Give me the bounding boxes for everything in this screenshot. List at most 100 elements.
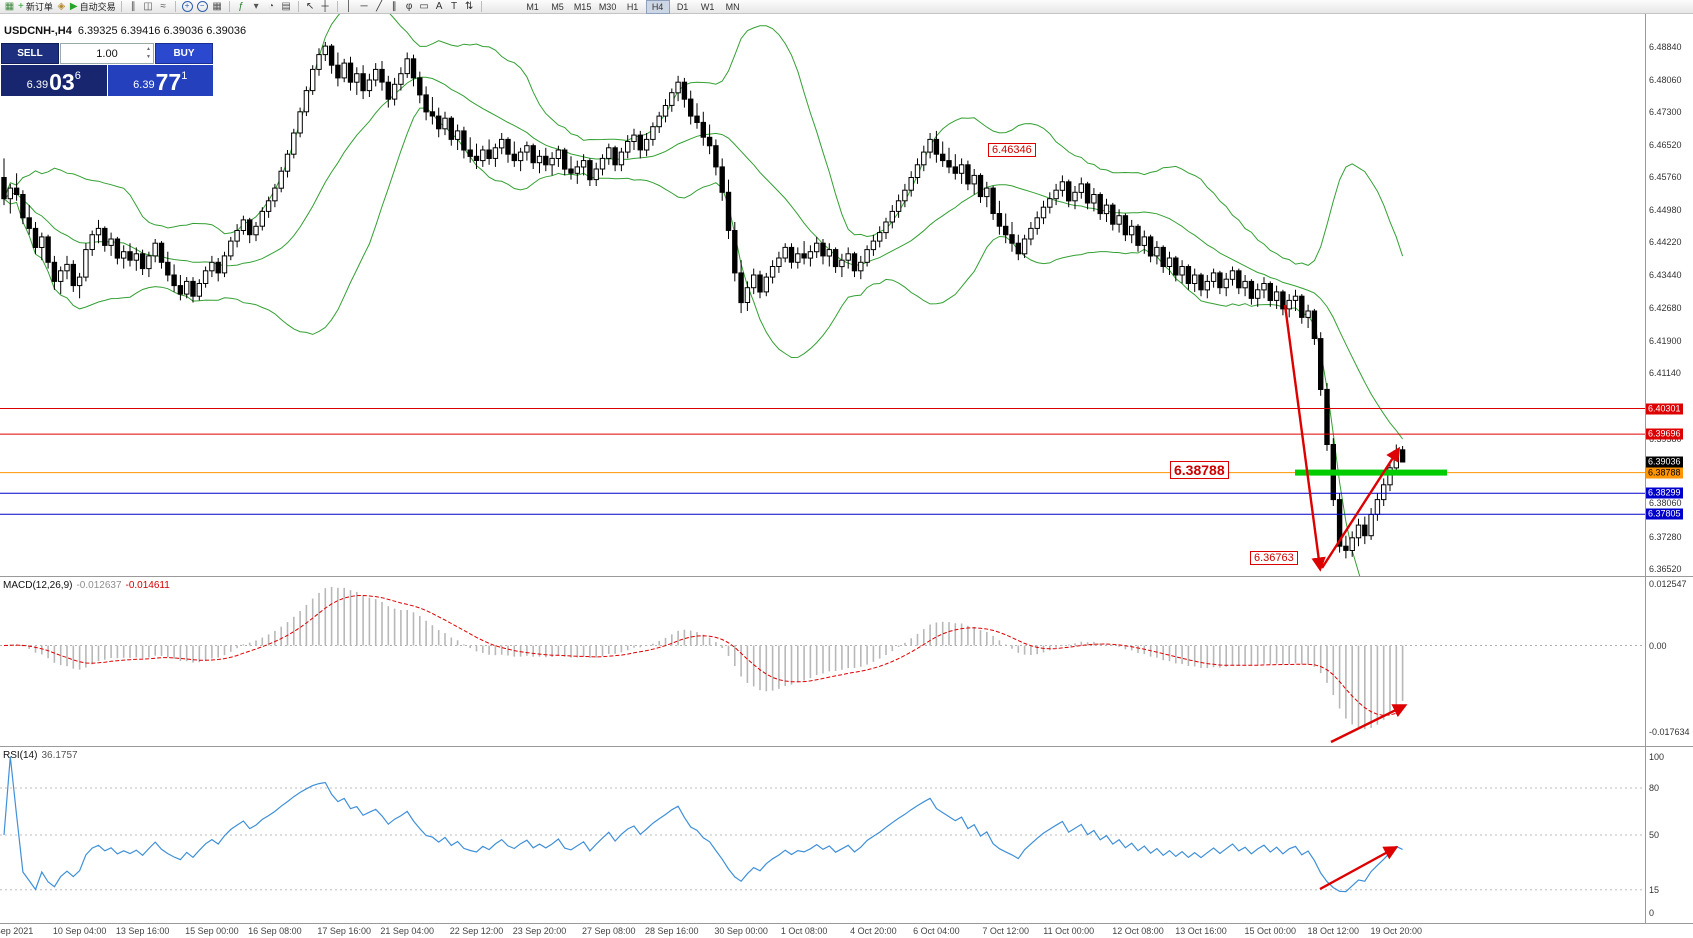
- bollinger-bands: [3, 14, 1404, 576]
- buy-price-prefix: 6.39: [133, 79, 155, 91]
- cursor-icon-glyph: ↖: [305, 0, 315, 12]
- vertical-line-icon-glyph: │: [345, 0, 353, 12]
- toolbar-separator: [297, 1, 299, 12]
- timeframe-m5-button[interactable]: M5: [551, 1, 564, 12]
- time-axis[interactable]: 8 Sep 2021 10 Sep 04:00 13 Sep 16:00 15 Sep…: [0, 924, 1693, 938]
- indicators-icon[interactable]: ƒ: [235, 1, 248, 13]
- crosshair-icon[interactable]: ┼: [319, 1, 332, 13]
- rsi-axis-label: 100: [1649, 751, 1665, 762]
- text-icon[interactable]: A: [433, 1, 446, 13]
- zoom-in-icon[interactable]: +: [181, 1, 194, 13]
- time-axis-label: 16 Sep 08:00: [248, 926, 302, 936]
- volume-field[interactable]: 1.00 ▲ ▼: [60, 43, 154, 64]
- horizontal-line-icon[interactable]: ─: [358, 1, 371, 13]
- candlestick-chart-icon-glyph: ◫: [143, 0, 153, 12]
- timeframe-m30-button[interactable]: M30: [598, 1, 617, 12]
- periods-icon-glyph: ◔: [268, 0, 275, 12]
- price-tick: 6.46520: [1649, 139, 1682, 150]
- bar-chart-icon[interactable]: ∥: [127, 1, 140, 13]
- arrows-icon[interactable]: ⇅: [463, 1, 476, 13]
- timeframe-w1-button[interactable]: W1: [700, 1, 715, 12]
- templates-icon-glyph: ▤: [281, 0, 291, 12]
- volume-stepper[interactable]: ▲ ▼: [146, 45, 151, 61]
- candlestick-chart-icon[interactable]: ◫: [142, 1, 155, 13]
- ohlc-values: 6.39325 6.39416 6.39036 6.39036: [77, 25, 247, 37]
- zoom-out-icon[interactable]: −: [196, 1, 209, 13]
- trendline-icon[interactable]: ╱: [373, 1, 386, 13]
- rsi-separator[interactable]: [0, 746, 1693, 747]
- tile-windows-icon-glyph: ▦: [212, 0, 222, 12]
- candlesticks: [1, 41, 1406, 559]
- price-tick: 6.43440: [1649, 270, 1682, 281]
- volume-decrease-icon[interactable]: ▼: [146, 54, 151, 60]
- price-tick: 6.37280: [1649, 531, 1682, 542]
- buy-price-display[interactable]: 6.39 77 1: [107, 65, 213, 96]
- new-chart-icon[interactable]: ▦: [3, 1, 16, 13]
- rsi-axis-label: 15: [1649, 884, 1660, 895]
- cursor-icon[interactable]: ↖: [304, 1, 317, 13]
- templates-icon[interactable]: ▤: [280, 1, 293, 13]
- price-annotation[interactable]: 6.36763: [1250, 551, 1298, 565]
- green-level-segment[interactable]: [1295, 469, 1447, 476]
- macd-signal-value: -0.014611: [125, 580, 170, 591]
- line-chart-icon[interactable]: ≈: [157, 1, 170, 13]
- price-badge: 6.38299: [1646, 487, 1683, 499]
- periods-icon[interactable]: ◔: [265, 1, 278, 13]
- tile-windows-icon[interactable]: ▦: [211, 1, 224, 13]
- sell-price-sup: 6: [74, 70, 81, 82]
- price-badge: 6.38788: [1646, 467, 1683, 479]
- time-axis-label: 6 Oct 04:00: [913, 926, 960, 936]
- price-tick: 6.41140: [1649, 367, 1681, 378]
- macd-panel: MACD(12,26,9) -0.012637 -0.014611: [0, 577, 1693, 746]
- chart-panel[interactable]: USDCNH-,H4 6.39325 6.39416 6.39036 6.3903…: [0, 14, 1693, 576]
- fibonacci-icon-glyph: φ: [405, 0, 413, 12]
- macd-separator[interactable]: [0, 576, 1693, 577]
- time-axis-label: 8 Sep 2021: [0, 926, 34, 936]
- autotrading-button-label: 自动交易: [79, 2, 116, 12]
- line-chart-icon-glyph: ≈: [160, 0, 166, 12]
- toolbar-separator: [480, 1, 482, 12]
- one-click-trading-panel: SELL 1.00 ▲ ▼ BUY 6.39 03 6 6.39 77 1: [1, 43, 213, 96]
- buy-button[interactable]: BUY: [155, 43, 213, 64]
- fibonacci-icon[interactable]: φ: [403, 1, 416, 13]
- price-annotation[interactable]: 6.46346: [988, 143, 1036, 157]
- timeframe-h4-button[interactable]: H4: [645, 0, 670, 14]
- toolbar-separator: [120, 1, 122, 12]
- indicators-dropdown-icon[interactable]: ▾: [250, 1, 263, 13]
- price-tick: 6.44220: [1649, 237, 1682, 248]
- sell-button[interactable]: SELL: [1, 43, 59, 64]
- zoom-in-icon-glyph: +: [181, 1, 193, 12]
- time-axis-label: 7 Oct 12:00: [982, 926, 1029, 936]
- text-label-icon[interactable]: T: [448, 1, 461, 13]
- price-badge: 6.39036: [1646, 456, 1683, 468]
- time-axis-label: 30 Sep 00:00: [714, 926, 768, 936]
- time-axis-label: 15 Sep 00:00: [185, 926, 239, 936]
- shapes-icon[interactable]: ▭: [418, 1, 431, 13]
- timeframe-d1-button[interactable]: D1: [676, 1, 689, 12]
- horizontal-line-icon-glyph: ─: [360, 0, 368, 12]
- price-tick: 6.45760: [1649, 172, 1682, 183]
- autotrading-button[interactable]: ▶ 自动交易: [70, 1, 116, 13]
- sell-price-prefix: 6.39: [26, 79, 49, 91]
- rsi-panel: RSI(14) 36.1757: [0, 747, 1693, 923]
- volume-increase-icon[interactable]: ▲: [146, 46, 151, 52]
- equidistant-channel-icon-glyph: ∥: [391, 0, 397, 12]
- time-axis-label: 19 Oct 20:00: [1370, 926, 1423, 936]
- timeframe-h1-button[interactable]: H1: [626, 1, 639, 12]
- vertical-line-icon[interactable]: │: [343, 1, 356, 13]
- new-order-button[interactable]: + 新订单: [18, 1, 53, 13]
- time-axis-separator: [0, 923, 1693, 924]
- sell-price-display[interactable]: 6.39 03 6: [1, 65, 107, 96]
- timeframe-m1-button[interactable]: M1: [526, 1, 539, 12]
- timeframe-mn-button[interactable]: MN: [725, 1, 740, 12]
- timeframe-m15-button[interactable]: M15: [573, 1, 592, 12]
- rsi-axis-label: 0: [1649, 908, 1655, 919]
- price-chart[interactable]: [0, 14, 1645, 576]
- price-badge: 6.39696: [1646, 428, 1683, 440]
- time-axis-label: 13 Sep 16:00: [115, 926, 170, 936]
- price-annotation[interactable]: 6.38788: [1170, 461, 1229, 479]
- equidistant-channel-icon[interactable]: ∥: [388, 1, 401, 13]
- depth-of-market-icon[interactable]: ◈: [55, 1, 68, 13]
- toolbar-separator: [174, 1, 176, 12]
